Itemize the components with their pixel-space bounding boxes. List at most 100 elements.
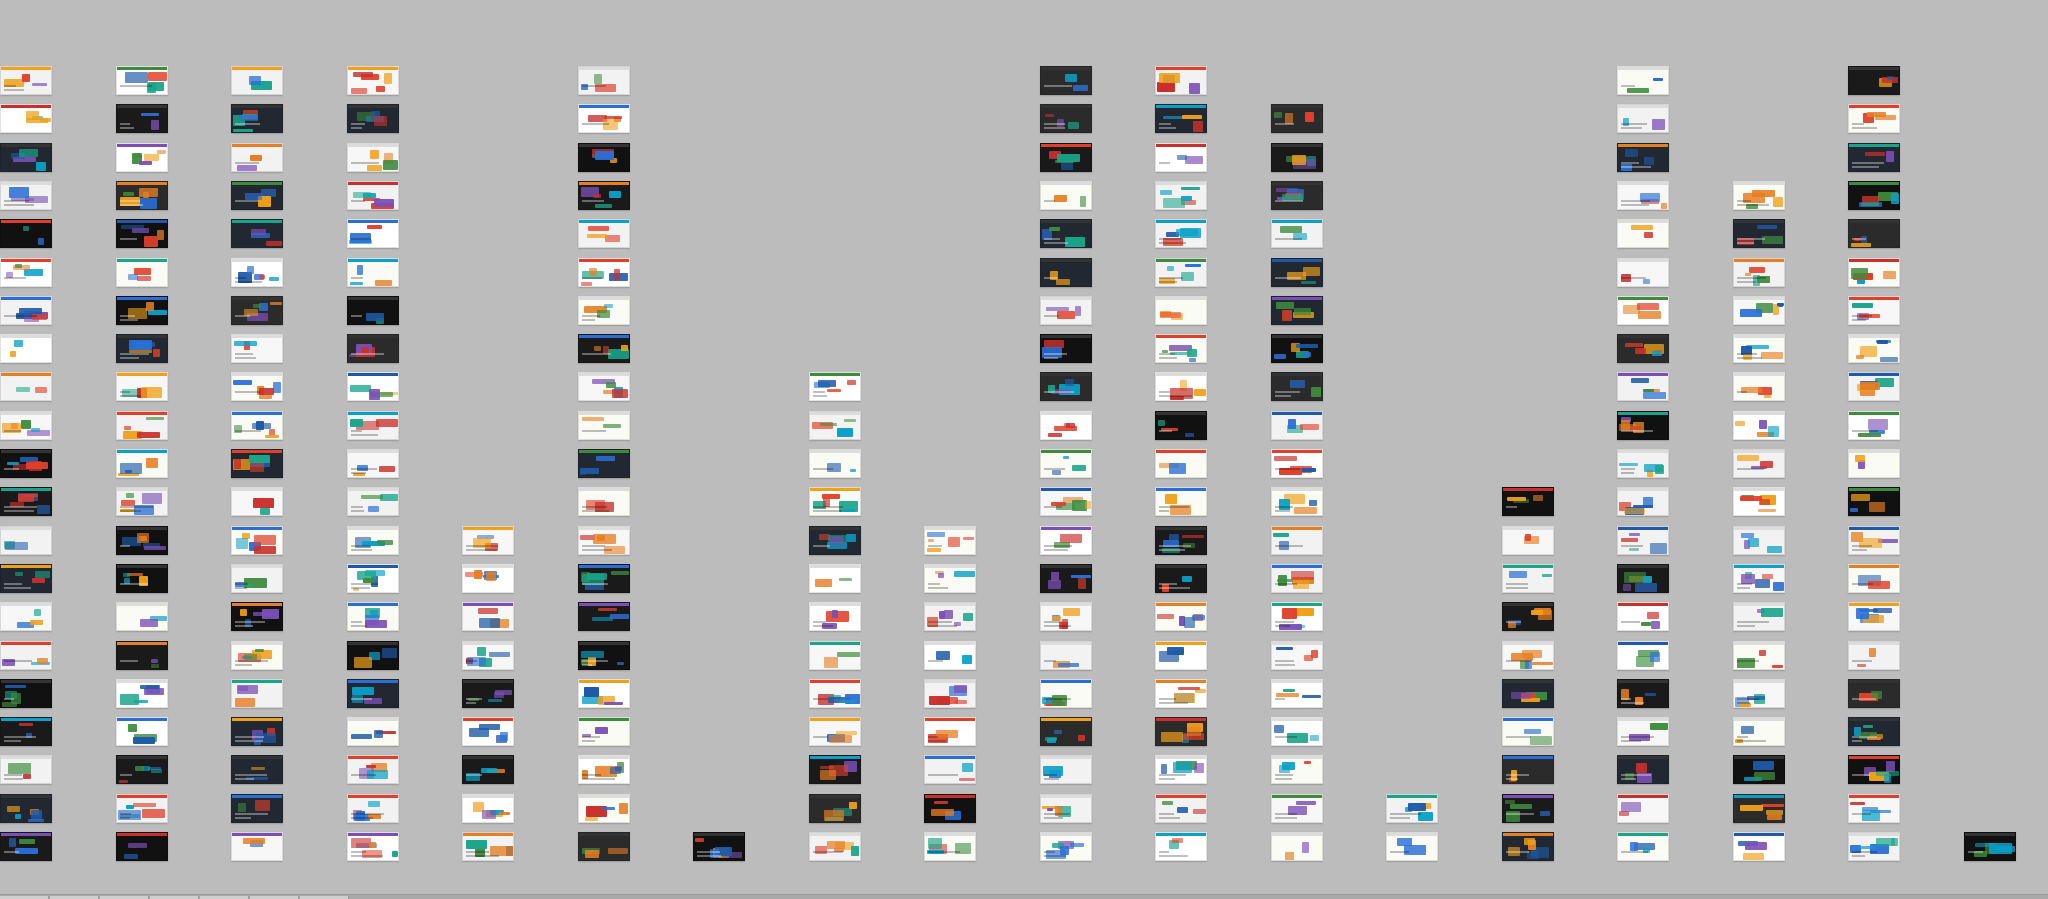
website-thumbnail[interactable] [1733, 755, 1785, 784]
website-thumbnail[interactable] [1155, 296, 1207, 325]
website-thumbnail[interactable] [1733, 334, 1785, 363]
website-thumbnail[interactable] [116, 143, 168, 172]
website-thumbnail[interactable] [1733, 679, 1785, 708]
website-thumbnail[interactable] [1617, 143, 1669, 172]
website-thumbnail[interactable] [1617, 641, 1669, 670]
website-thumbnail[interactable] [1733, 487, 1785, 516]
website-thumbnail[interactable] [347, 526, 399, 555]
website-thumbnail[interactable] [1733, 526, 1785, 555]
website-thumbnail[interactable] [347, 219, 399, 248]
website-thumbnail[interactable] [1040, 755, 1092, 784]
website-thumbnail[interactable] [1848, 755, 1900, 784]
website-thumbnail[interactable] [1040, 143, 1092, 172]
website-thumbnail[interactable] [1617, 334, 1669, 363]
website-thumbnail[interactable] [578, 334, 630, 363]
website-thumbnail[interactable] [578, 411, 630, 440]
website-thumbnail[interactable] [578, 641, 630, 670]
website-thumbnail[interactable] [1271, 564, 1323, 593]
website-thumbnail[interactable] [0, 411, 52, 440]
website-thumbnail[interactable] [0, 487, 52, 516]
website-thumbnail[interactable] [347, 449, 399, 478]
website-thumbnail[interactable] [1155, 104, 1207, 133]
website-thumbnail[interactable] [1155, 564, 1207, 593]
website-thumbnail[interactable] [0, 66, 52, 95]
website-thumbnail[interactable] [1617, 794, 1669, 823]
website-thumbnail[interactable] [462, 832, 514, 861]
website-thumbnail[interactable] [1040, 717, 1092, 746]
website-thumbnail[interactable] [116, 641, 168, 670]
website-thumbnail[interactable] [1040, 104, 1092, 133]
website-thumbnail[interactable] [0, 334, 52, 363]
strip-segment[interactable] [300, 896, 349, 899]
website-thumbnail[interactable] [1502, 679, 1554, 708]
website-thumbnail[interactable] [1040, 564, 1092, 593]
website-thumbnail[interactable] [347, 66, 399, 95]
strip-segment[interactable] [100, 896, 149, 899]
website-thumbnail[interactable] [1733, 219, 1785, 248]
website-thumbnail[interactable] [1155, 755, 1207, 784]
website-thumbnail[interactable] [1848, 334, 1900, 363]
website-thumbnail[interactable] [1271, 679, 1323, 708]
website-thumbnail[interactable] [462, 564, 514, 593]
website-thumbnail[interactable] [116, 487, 168, 516]
strip-segment[interactable] [50, 896, 99, 899]
website-thumbnail[interactable] [578, 487, 630, 516]
website-thumbnail[interactable] [231, 181, 283, 210]
website-thumbnail[interactable] [1733, 372, 1785, 401]
website-thumbnail[interactable] [1617, 449, 1669, 478]
website-thumbnail[interactable] [1040, 832, 1092, 861]
website-thumbnail[interactable] [1617, 411, 1669, 440]
website-thumbnail[interactable] [1617, 832, 1669, 861]
website-thumbnail[interactable] [1733, 258, 1785, 287]
website-thumbnail[interactable] [462, 717, 514, 746]
website-thumbnail[interactable] [231, 602, 283, 631]
website-thumbnail[interactable] [231, 641, 283, 670]
website-thumbnail[interactable] [1617, 755, 1669, 784]
website-thumbnail[interactable] [1271, 143, 1323, 172]
website-thumbnail[interactable] [1271, 219, 1323, 248]
website-thumbnail[interactable] [0, 832, 52, 861]
website-thumbnail[interactable] [0, 296, 52, 325]
website-thumbnail[interactable] [809, 449, 861, 478]
website-thumbnail[interactable] [1040, 526, 1092, 555]
website-thumbnail[interactable] [462, 679, 514, 708]
website-thumbnail[interactable] [578, 449, 630, 478]
website-thumbnail[interactable] [1040, 372, 1092, 401]
website-thumbnail[interactable] [231, 564, 283, 593]
website-thumbnail[interactable] [1386, 794, 1438, 823]
website-thumbnail[interactable] [1271, 641, 1323, 670]
website-thumbnail[interactable] [1848, 219, 1900, 248]
website-thumbnail[interactable] [1848, 258, 1900, 287]
website-thumbnail[interactable] [1271, 104, 1323, 133]
website-thumbnail[interactable] [0, 717, 52, 746]
website-thumbnail[interactable] [347, 717, 399, 746]
website-thumbnail[interactable] [809, 372, 861, 401]
website-thumbnail[interactable] [231, 334, 283, 363]
website-thumbnail[interactable] [1040, 411, 1092, 440]
website-thumbnail[interactable] [1848, 181, 1900, 210]
website-thumbnail[interactable] [231, 411, 283, 440]
website-thumbnail[interactable] [1155, 602, 1207, 631]
strip-segment[interactable] [150, 896, 199, 899]
website-thumbnail[interactable] [1848, 411, 1900, 440]
website-thumbnail[interactable] [1040, 794, 1092, 823]
website-thumbnail[interactable] [1040, 487, 1092, 516]
website-thumbnail[interactable] [1733, 794, 1785, 823]
website-thumbnail[interactable] [0, 526, 52, 555]
website-thumbnail[interactable] [0, 104, 52, 133]
website-thumbnail[interactable] [1733, 641, 1785, 670]
website-thumbnail[interactable] [1155, 794, 1207, 823]
website-thumbnail[interactable] [578, 602, 630, 631]
website-thumbnail[interactable] [1733, 564, 1785, 593]
website-thumbnail[interactable] [809, 641, 861, 670]
website-thumbnail[interactable] [1040, 449, 1092, 478]
website-thumbnail[interactable] [1848, 487, 1900, 516]
website-thumbnail[interactable] [1271, 258, 1323, 287]
website-thumbnail[interactable] [924, 794, 976, 823]
website-thumbnail[interactable] [1155, 449, 1207, 478]
website-thumbnail[interactable] [1271, 411, 1323, 440]
website-thumbnail[interactable] [1271, 334, 1323, 363]
website-thumbnail[interactable] [1155, 411, 1207, 440]
website-thumbnail[interactable] [462, 526, 514, 555]
website-thumbnail[interactable] [0, 372, 52, 401]
